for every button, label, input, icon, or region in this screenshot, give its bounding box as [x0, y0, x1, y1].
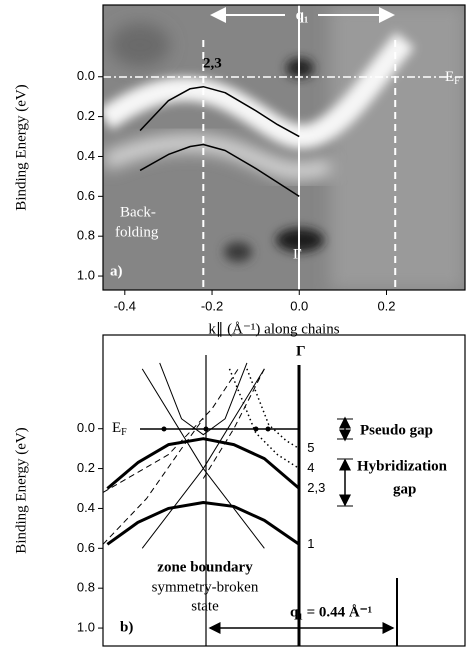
- annotation: symmetry-broken: [152, 579, 259, 595]
- band-line: [202, 368, 265, 479]
- annotation: state: [191, 598, 219, 614]
- y-tick-label: 0.8: [77, 580, 95, 595]
- band-label: 2,3: [307, 480, 325, 495]
- plot-frame: [102, 334, 466, 647]
- band-line: [159, 362, 248, 436]
- band-line: [246, 368, 300, 450]
- band-label: 4: [307, 460, 314, 475]
- y-tick-label: 0.0: [77, 68, 95, 83]
- y-tick-label: 0.0: [77, 420, 95, 435]
- plot-frame: [102, 4, 466, 291]
- band-line: [102, 368, 239, 493]
- fermi-subscript: F: [454, 76, 460, 87]
- band-line: [139, 85, 300, 138]
- band-line: [141, 368, 265, 549]
- y-tick-label: 0.6: [77, 188, 95, 203]
- annotation: zone boundary: [157, 559, 253, 575]
- panel-label: a): [110, 263, 123, 279]
- y-tick-label: 0.4: [77, 500, 95, 515]
- band-label: 5: [307, 440, 314, 455]
- y-tick-label: 0.6: [77, 540, 95, 555]
- y-tick-label: 0.2: [77, 108, 95, 123]
- x-tick-label: 0.0: [290, 298, 308, 313]
- fermi-label: EF: [112, 420, 127, 438]
- y-axis-label: Binding Energy (eV): [13, 84, 29, 210]
- y-axis-label: Binding Energy (eV): [13, 427, 29, 553]
- annotation: Hybridization: [357, 458, 448, 474]
- panel-label: b): [120, 619, 133, 635]
- crossing-dot: [161, 426, 167, 432]
- band-line: [141, 368, 265, 549]
- y-tick-label: 1.0: [77, 619, 95, 634]
- y-tick-label: 0.8: [77, 228, 95, 243]
- band-label: 2,3: [203, 55, 222, 71]
- gamma-label: Γ: [296, 343, 306, 359]
- q-label: q₁ = 0.44 Å⁻¹: [290, 604, 372, 620]
- band-line: [228, 368, 300, 470]
- crossing-dot: [253, 426, 259, 432]
- x-tick-label: -0.4: [114, 298, 136, 313]
- band-line: [139, 143, 300, 197]
- intensity-map: [103, 5, 465, 290]
- fermi-letter: E: [112, 420, 121, 436]
- y-tick-label: 1.0: [77, 267, 95, 282]
- x-tick-label: -0.2: [201, 298, 223, 313]
- annotation: Back-: [120, 204, 156, 220]
- x-axis-label: k∥ (Å⁻¹) along chains: [208, 321, 339, 337]
- band-label: 1: [307, 536, 314, 551]
- annotation: folding: [115, 224, 159, 240]
- gamma-label: Γ: [293, 246, 302, 262]
- fermi-label: EF: [445, 69, 460, 87]
- crossing-dot: [203, 426, 209, 432]
- annotation: Pseudo gap: [360, 422, 433, 438]
- crossing-dot: [265, 426, 271, 432]
- band-line: [106, 500, 301, 546]
- band-line: [102, 418, 204, 545]
- fermi-letter: E: [445, 69, 454, 85]
- fermi-crossings: [161, 426, 271, 432]
- band-line: [106, 437, 301, 490]
- annotation: gap: [393, 481, 416, 497]
- y-tick-label: 0.4: [77, 148, 95, 163]
- y-tick-label: 0.2: [77, 460, 95, 475]
- x-tick-label: 0.2: [377, 298, 395, 313]
- q-label: q₁: [296, 7, 309, 23]
- fermi-subscript: F: [121, 427, 127, 438]
